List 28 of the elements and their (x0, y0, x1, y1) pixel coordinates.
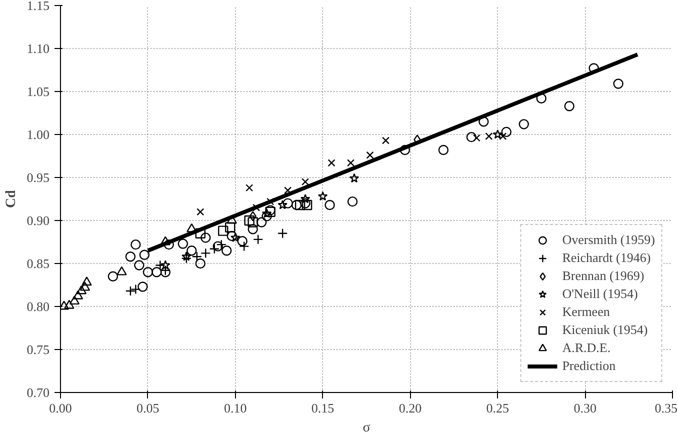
y-tick-label: 0.75 (26, 342, 50, 357)
y-tick-label: 0.70 (26, 385, 50, 400)
y-tick-label: 0.95 (26, 170, 50, 185)
x-tick-label: 0.15 (311, 400, 334, 416)
y-tick-label: 0.85 (26, 256, 50, 271)
x-tick-label: 0.30 (574, 400, 596, 416)
y-tick-label: 1.05 (26, 84, 50, 99)
legend-label: Oversmith (1959) (562, 231, 655, 249)
x-tick-label: 0.10 (224, 400, 247, 416)
y-tick-label: 1.10 (26, 41, 50, 56)
y-tick-label: 1.00 (26, 127, 50, 142)
x-axis-title: σ (362, 420, 371, 436)
x-tick-label: 0.20 (398, 400, 422, 416)
x-tick-label: 0.35 (654, 400, 677, 416)
x-tick-label: 0.25 (486, 400, 510, 416)
x-tick-label: 0.05 (136, 400, 160, 416)
legend-label: Prediction (562, 357, 616, 375)
x-tick-label: 0.00 (49, 400, 72, 416)
y-tick-label: 0.90 (26, 213, 50, 228)
legend-label: Kermeen (562, 303, 610, 321)
y-tick-label: 0.80 (26, 299, 50, 314)
y-axis-title: Cd (4, 190, 19, 208)
legend-label: A.R.D.E. (562, 339, 611, 357)
y-tick-label: 1.15 (26, 0, 50, 13)
legend-label: Brennan (1969) (562, 267, 644, 285)
legend-label: Kiceniuk (1954) (562, 321, 648, 339)
legend-label: O'Neill (1954) (562, 285, 638, 303)
legend-label: Reichardt (1946) (562, 249, 651, 267)
